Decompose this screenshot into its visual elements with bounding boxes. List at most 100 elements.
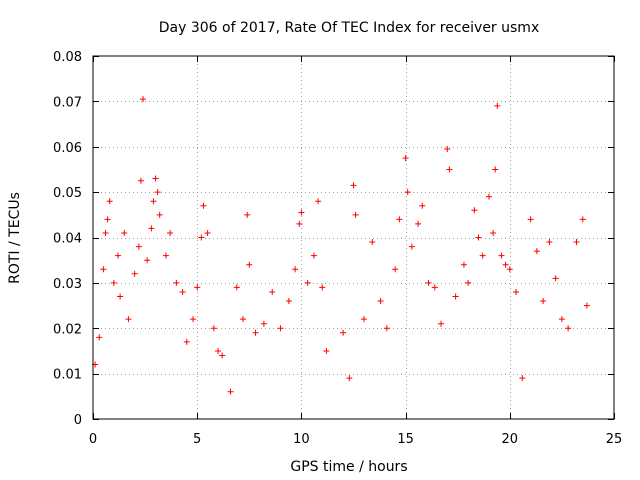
data-point	[402, 155, 409, 162]
data-point	[233, 284, 240, 291]
data-point	[240, 316, 247, 323]
data-point	[179, 288, 186, 295]
data-point	[438, 320, 445, 327]
data-point	[135, 243, 142, 250]
y-tick-label: 0.01	[53, 368, 82, 383]
data-point	[296, 220, 303, 227]
data-point	[277, 325, 284, 332]
data-point	[540, 298, 547, 305]
y-tick-label: 0.05	[53, 186, 82, 201]
data-point	[104, 216, 111, 223]
data-point	[117, 293, 124, 300]
data-point	[415, 220, 422, 227]
data-point	[494, 102, 501, 109]
y-tick-label: 0.08	[53, 50, 82, 65]
data-point	[431, 284, 438, 291]
data-point	[198, 234, 205, 241]
data-point	[471, 207, 478, 214]
data-point	[377, 298, 384, 305]
data-point	[479, 252, 486, 259]
data-point	[475, 234, 482, 241]
data-point	[513, 288, 520, 295]
data-point	[310, 252, 317, 259]
data-point	[527, 216, 534, 223]
data-point	[200, 202, 207, 209]
data-point	[219, 352, 226, 359]
data-point	[340, 329, 347, 336]
data-point	[137, 177, 144, 184]
data-point	[350, 182, 357, 189]
x-axis-label: GPS time / hours	[290, 459, 407, 475]
chart-title: Day 306 of 2017, Rate Of TEC Index for r…	[159, 20, 539, 36]
data-point	[148, 225, 155, 232]
data-point	[490, 229, 497, 236]
data-point	[125, 316, 132, 323]
data-point	[121, 229, 128, 236]
data-point	[502, 261, 509, 268]
data-point	[573, 239, 580, 246]
data-point	[579, 216, 586, 223]
data-point	[246, 261, 253, 268]
data-point	[110, 279, 117, 286]
data-point	[183, 338, 190, 345]
data-point	[498, 252, 505, 259]
data-point	[227, 388, 234, 395]
data-point	[352, 211, 359, 218]
x-tick-label: 20	[502, 432, 519, 447]
data-point	[152, 175, 159, 182]
data-point	[465, 279, 472, 286]
data-point	[506, 266, 513, 273]
data-points	[92, 96, 590, 395]
data-point	[150, 198, 157, 205]
data-point	[425, 279, 432, 286]
data-point	[144, 257, 151, 264]
data-point	[565, 325, 572, 332]
data-point	[533, 248, 540, 255]
data-point	[244, 211, 251, 218]
data-point	[260, 320, 267, 327]
y-axis-label: ROTI / TECUs	[7, 192, 23, 284]
x-tick-label: 10	[293, 432, 310, 447]
data-point	[319, 284, 326, 291]
data-point	[115, 252, 122, 259]
data-point	[140, 96, 147, 103]
data-point	[360, 316, 367, 323]
data-point	[315, 198, 322, 205]
data-point	[419, 202, 426, 209]
y-tick-label: 0.06	[53, 141, 82, 156]
data-point	[106, 198, 113, 205]
data-point	[383, 325, 390, 332]
data-point	[285, 298, 292, 305]
data-point	[492, 166, 499, 173]
x-tick-label: 25	[606, 432, 623, 447]
data-point	[190, 316, 197, 323]
x-tick-label: 5	[193, 432, 201, 447]
data-point	[167, 229, 174, 236]
axis-ticks: 0 5 10 15 20 25 0 0.01 0.02 0.03 0.04 0.05 0.06 0.07 0…	[53, 50, 622, 447]
data-point	[131, 270, 138, 277]
data-point	[156, 211, 163, 218]
data-point	[298, 209, 305, 216]
data-point	[204, 229, 211, 236]
data-point	[292, 266, 299, 273]
data-point	[452, 293, 459, 300]
data-point	[210, 325, 217, 332]
data-point	[323, 347, 330, 354]
data-point	[583, 302, 590, 309]
y-tick-label: 0.03	[53, 277, 82, 292]
y-tick-label: 0	[74, 413, 82, 428]
data-point	[154, 189, 161, 196]
data-point	[96, 334, 103, 341]
data-point	[304, 279, 311, 286]
y-tick-label: 0.02	[53, 322, 82, 337]
plot-frame	[92, 55, 615, 420]
y-tick-label: 0.07	[53, 95, 82, 110]
data-point	[404, 189, 411, 196]
data-point	[552, 275, 559, 282]
x-tick-label: 0	[89, 432, 97, 447]
data-point	[392, 266, 399, 273]
data-point	[546, 239, 553, 246]
data-point	[558, 316, 565, 323]
grid-lines	[93, 56, 614, 419]
